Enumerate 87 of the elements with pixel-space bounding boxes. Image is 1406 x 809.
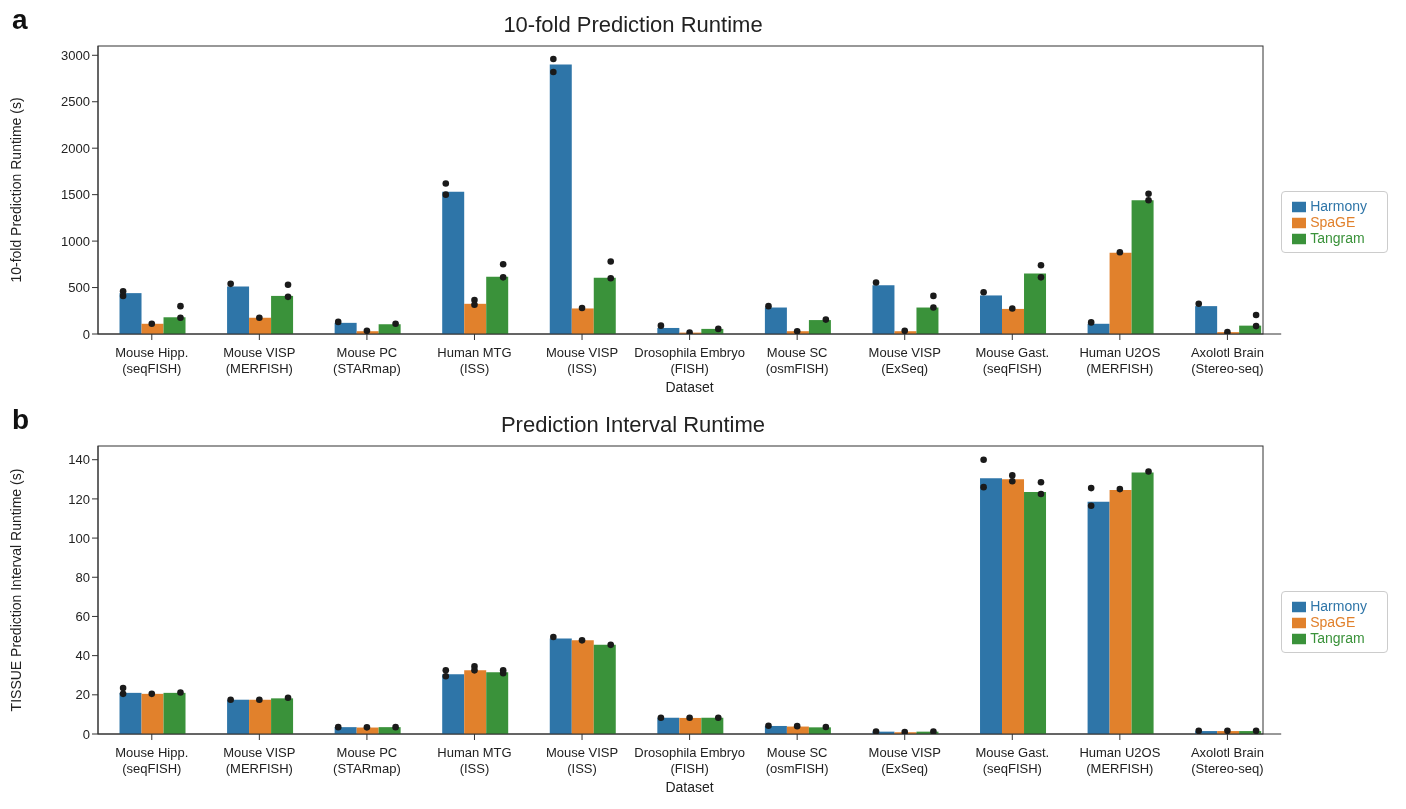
- y-tick-label: 60: [75, 609, 90, 625]
- x-axis-title: Dataset: [665, 779, 714, 795]
- bar: [1109, 252, 1132, 334]
- x-tick-label: Axolotl Brain (Stereo-seq): [1190, 345, 1264, 376]
- x-tick-label: Mouse VISP (ExSeq): [868, 345, 941, 376]
- y-tick-label: 80: [75, 569, 90, 585]
- x-tick-label: Mouse SC (osmFISH): [765, 745, 829, 776]
- x-tick-label: Drosophila Embryo (FISH): [634, 345, 745, 376]
- bar: [119, 293, 142, 334]
- x-tick-label: Mouse VISP (ISS): [545, 745, 619, 776]
- y-tick-label: 100: [68, 530, 90, 546]
- text: b: [12, 404, 30, 436]
- x-tick-label: Mouse VISP (MERFISH): [223, 745, 296, 776]
- bar: [593, 277, 616, 334]
- x-tick-label: Mouse VISP (ExSeq): [868, 745, 941, 776]
- y-tick-label: 2000: [61, 140, 90, 156]
- legend-label: Tangram: [1310, 630, 1365, 647]
- x-tick-label: Human U2OS (MERFISH): [1079, 745, 1161, 776]
- bar: [1131, 472, 1154, 734]
- bar: [1002, 308, 1025, 334]
- bar: [119, 692, 142, 734]
- legend-label: Harmony: [1310, 197, 1367, 214]
- x-tick-label: Human MTG (ISS): [437, 345, 512, 376]
- bar: [593, 644, 616, 734]
- y-tick-label: 140: [68, 452, 90, 468]
- x-tick-label: Mouse Gast. (seqFISH): [975, 745, 1050, 776]
- x-tick-label: Human MTG (ISS): [437, 745, 512, 776]
- x-tick-label: Mouse PC (STARmap): [333, 745, 401, 776]
- y-axis-title: TISSUE Prediction Interval Runtime (s): [7, 468, 24, 712]
- bar: [163, 692, 186, 734]
- bar: [1087, 501, 1110, 734]
- y-tick-label: 3000: [61, 47, 90, 63]
- bar: [227, 286, 250, 334]
- x-tick-label: Mouse VISP (MERFISH): [223, 345, 296, 376]
- y-tick-label: 2500: [61, 94, 90, 110]
- x-tick-label: Mouse SC (osmFISH): [765, 345, 829, 376]
- y-axis-title: 10-fold Prediction Runtime (s): [7, 97, 24, 283]
- bar: [271, 295, 294, 334]
- bar: [486, 672, 509, 734]
- bar: [486, 276, 509, 334]
- x-tick-label: Axolotl Brain (Stereo-seq): [1190, 745, 1264, 776]
- y-tick-label: 500: [68, 280, 90, 296]
- bar: [1195, 306, 1218, 334]
- bar: [1024, 492, 1047, 734]
- bar: [980, 478, 1003, 734]
- bar: [1109, 490, 1132, 734]
- bar: [141, 693, 164, 734]
- x-tick-label: Drosophila Embryo (FISH): [634, 745, 745, 776]
- y-tick-label: 0: [82, 726, 90, 742]
- y-tick-label: 1000: [61, 233, 90, 249]
- x-axis-title: Dataset: [665, 379, 714, 395]
- x-tick-label: Mouse Hipp. (seqFISH): [115, 745, 189, 776]
- bar: [1131, 200, 1154, 334]
- bar: [916, 307, 939, 334]
- text: a: [12, 4, 28, 36]
- y-tick-label: 1500: [61, 187, 90, 203]
- x-tick-label: Mouse Gast. (seqFISH): [975, 345, 1050, 376]
- x-tick-label: Mouse VISP (ISS): [545, 345, 619, 376]
- bar: [872, 285, 895, 334]
- bar: [1002, 479, 1025, 734]
- x-tick-label: Mouse Hipp. (seqFISH): [115, 345, 189, 376]
- legend-label: Tangram: [1310, 230, 1365, 247]
- chart-title: 10-fold Prediction Runtime: [503, 12, 763, 37]
- bar: [571, 308, 594, 334]
- bar: [1024, 273, 1047, 334]
- legend-label: Harmony: [1310, 597, 1367, 614]
- y-tick-label: 120: [68, 491, 90, 507]
- bar: [549, 64, 572, 334]
- y-tick-label: 40: [75, 648, 90, 664]
- bar: [464, 303, 487, 334]
- bar: [549, 638, 572, 734]
- bar: [442, 674, 465, 734]
- bar: [571, 640, 594, 734]
- bar: [271, 698, 294, 734]
- chart-title: Prediction Interval Runtime: [500, 412, 766, 437]
- y-tick-label: 20: [75, 687, 90, 703]
- x-tick-label: Mouse PC (STARmap): [333, 345, 401, 376]
- bar: [442, 191, 465, 334]
- legend-label: SpaGE: [1310, 213, 1356, 230]
- bar: [249, 699, 272, 734]
- bar: [980, 295, 1003, 334]
- y-tick-label: 0: [82, 326, 90, 342]
- x-tick-label: Human U2OS (MERFISH): [1079, 345, 1161, 376]
- bar: [464, 670, 487, 734]
- bar: [764, 307, 787, 334]
- legend-label: SpaGE: [1310, 613, 1356, 630]
- bar: [227, 699, 250, 734]
